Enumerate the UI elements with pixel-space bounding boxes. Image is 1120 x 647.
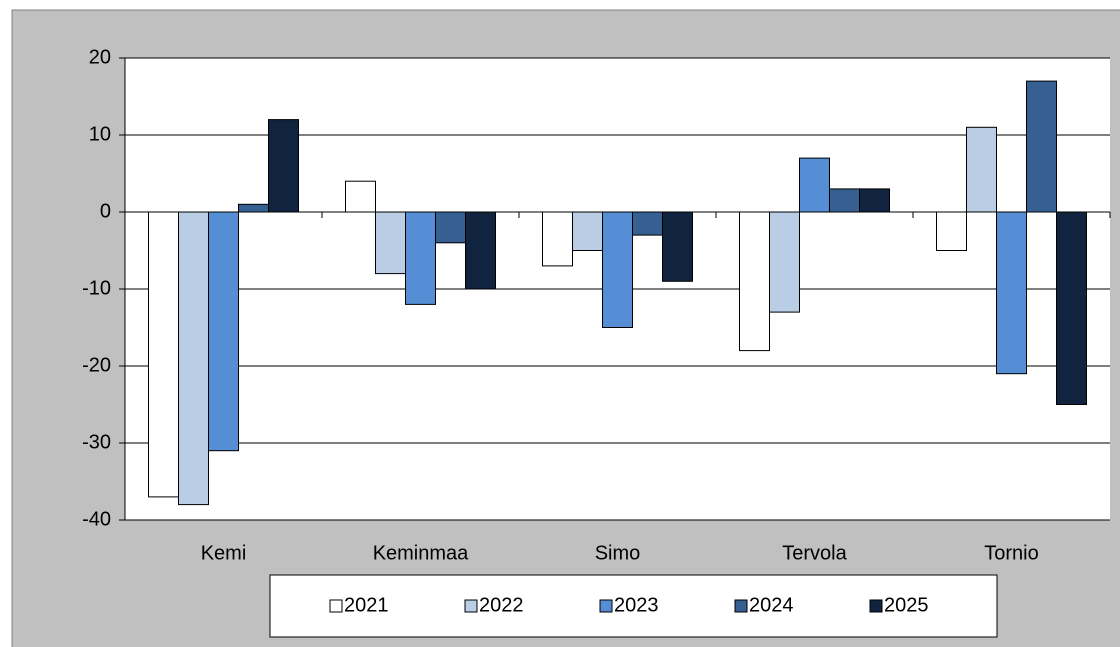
legend-label: 2021 xyxy=(344,594,389,616)
bar xyxy=(936,211,967,251)
bar xyxy=(208,211,239,452)
bar xyxy=(632,211,663,236)
legend-label: 2022 xyxy=(479,594,524,616)
bar xyxy=(375,211,406,275)
x-tick-label: Tervola xyxy=(782,542,847,564)
x-tick-label: Simo xyxy=(595,542,641,564)
bar xyxy=(572,211,603,251)
bar xyxy=(799,157,830,213)
x-tick-label: Keminmaa xyxy=(373,542,469,564)
bar xyxy=(542,211,573,267)
y-tick-label: -20 xyxy=(82,354,111,376)
bar xyxy=(602,211,633,328)
y-tick-label: 20 xyxy=(89,46,111,68)
legend-swatch xyxy=(464,599,478,613)
y-tick-label: -30 xyxy=(82,431,111,453)
legend-swatch xyxy=(869,599,883,613)
x-tick-label: Tornio xyxy=(984,542,1038,564)
y-tick-label: -40 xyxy=(82,508,111,530)
legend-label: 2024 xyxy=(749,594,794,616)
bar xyxy=(1056,211,1087,405)
legend-label: 2025 xyxy=(884,594,929,616)
bar xyxy=(859,188,890,213)
bar xyxy=(1026,80,1057,213)
legend-swatch xyxy=(734,599,748,613)
bar xyxy=(345,180,376,213)
bar xyxy=(178,211,209,506)
y-tick-label: 0 xyxy=(100,200,111,222)
bar xyxy=(405,211,436,305)
bar xyxy=(739,211,770,352)
legend-swatch xyxy=(329,599,343,613)
bar xyxy=(966,126,997,213)
y-tick-label: -10 xyxy=(82,277,111,299)
x-tick-label: Kemi xyxy=(201,542,247,564)
bar xyxy=(435,211,466,244)
y-tick-label: 10 xyxy=(89,123,111,145)
bar xyxy=(996,211,1027,375)
bar xyxy=(769,211,800,313)
bar xyxy=(465,211,496,290)
bar xyxy=(268,119,299,213)
bar xyxy=(829,188,860,213)
bar xyxy=(662,211,693,282)
bar xyxy=(238,203,269,213)
legend-label: 2023 xyxy=(614,594,659,616)
bar xyxy=(148,211,179,498)
legend-swatch xyxy=(599,599,613,613)
